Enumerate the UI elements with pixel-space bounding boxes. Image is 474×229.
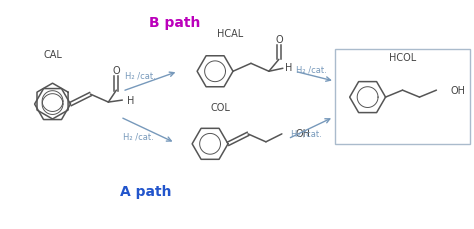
Text: H₂ /cat.: H₂ /cat. xyxy=(123,132,154,141)
Text: COL: COL xyxy=(210,103,230,112)
Text: O: O xyxy=(275,35,283,45)
Text: OH: OH xyxy=(296,128,311,138)
Text: A path: A path xyxy=(119,185,171,199)
Text: OH: OH xyxy=(450,86,465,96)
Text: CAL: CAL xyxy=(43,50,62,60)
Text: H₂ /cat.: H₂ /cat. xyxy=(125,71,155,80)
Text: HCAL: HCAL xyxy=(217,29,243,39)
Text: B path: B path xyxy=(149,16,201,30)
Text: H: H xyxy=(285,63,292,73)
Text: O: O xyxy=(112,66,120,76)
Text: H₂ /cat.: H₂ /cat. xyxy=(292,129,322,138)
Text: HCOL: HCOL xyxy=(389,53,416,63)
Text: H: H xyxy=(127,96,134,106)
Bar xyxy=(335,50,470,144)
Text: H₂ /cat.: H₂ /cat. xyxy=(296,65,327,74)
